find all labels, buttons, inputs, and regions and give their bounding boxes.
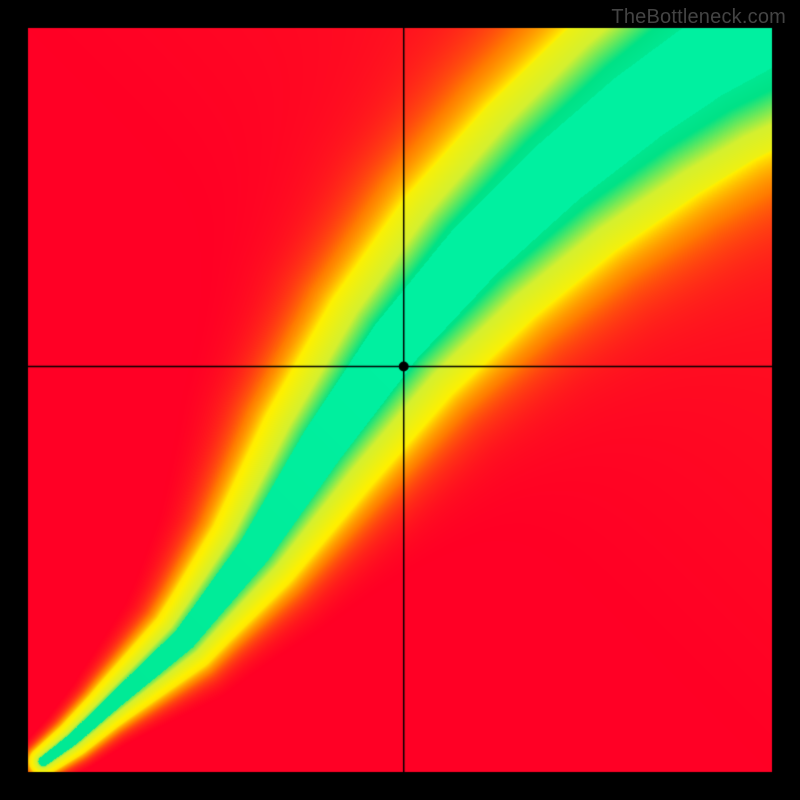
heatmap-canvas [0,0,800,800]
chart-container: TheBottleneck.com [0,0,800,800]
watermark-text: TheBottleneck.com [611,6,786,29]
